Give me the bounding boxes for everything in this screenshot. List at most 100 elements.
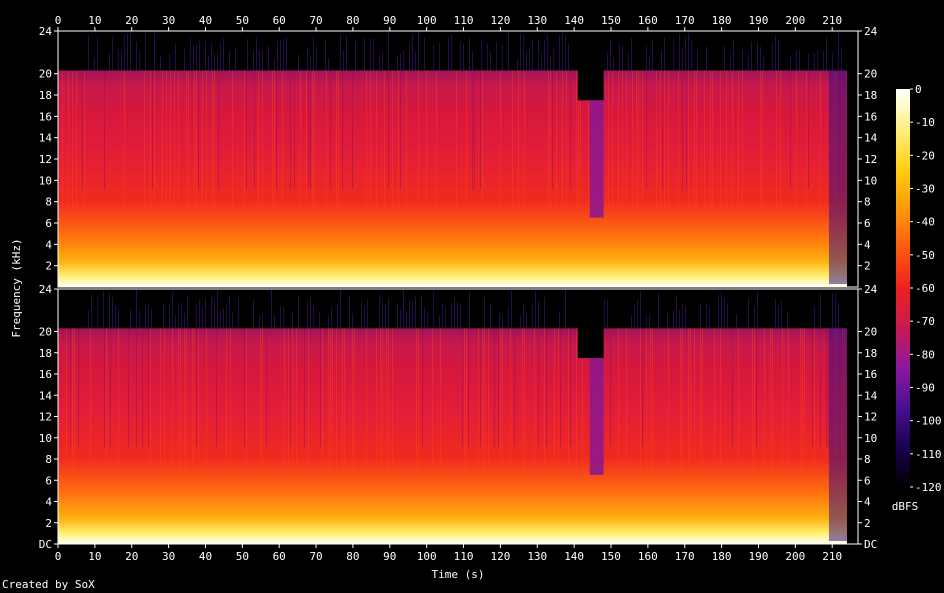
x-tick-label: 200: [785, 14, 805, 27]
colorbar-tick-label: -60: [915, 282, 935, 295]
y-tick-label: 18: [39, 89, 52, 102]
y-tick-label: 12: [864, 411, 877, 424]
x-tick-label: 30: [162, 550, 175, 563]
y-tick-label: 8: [45, 196, 52, 209]
y-tick-label: 6: [45, 474, 52, 487]
y-tick-label: 12: [864, 153, 877, 166]
colorbar-tick-label: 0: [915, 83, 922, 96]
y-tick-label: 8: [864, 196, 871, 209]
x-tick-label: 150: [601, 550, 621, 563]
colorbar-tick-label: -40: [915, 216, 935, 229]
colorbar-tick-label: -20: [915, 149, 935, 162]
x-tick-label: 20: [125, 550, 138, 563]
y-tick-label: 18: [864, 347, 877, 360]
x-tick-label: 0: [55, 14, 62, 27]
y-tick-label: 14: [864, 132, 878, 145]
colorbar-tick-label: -100: [915, 415, 942, 428]
x-tick-label: 100: [417, 14, 437, 27]
x-tick-label: 50: [236, 550, 249, 563]
footer-credit: Created by SoX: [2, 578, 95, 591]
x-tick-label: 150: [601, 14, 621, 27]
x-tick-label: 10: [88, 550, 101, 563]
y-tick-label: 2: [45, 260, 52, 273]
x-tick-label: 60: [273, 14, 286, 27]
x-tick-label: 40: [199, 14, 212, 27]
x-tick-label: 40: [199, 550, 212, 563]
x-tick-label: 190: [749, 550, 769, 563]
y-tick-label: DC: [864, 538, 877, 551]
x-tick-label: 170: [675, 14, 695, 27]
y-tick-label: 14: [864, 389, 878, 402]
x-tick-label: 110: [454, 14, 474, 27]
y-tick-label: 12: [39, 153, 52, 166]
y-tick-label: 20: [39, 326, 52, 339]
x-tick-label: 170: [675, 550, 695, 563]
y-tick-label: 20: [864, 68, 877, 81]
y-tick-label: 10: [39, 174, 52, 187]
colorbar-tick-label: -10: [915, 116, 935, 129]
x-tick-label: 160: [638, 14, 658, 27]
y-tick-label: 2: [864, 260, 871, 273]
x-tick-label: 120: [490, 14, 510, 27]
x-tick-label: 90: [383, 14, 396, 27]
y-tick-label: 24: [864, 25, 878, 38]
x-tick-label: 140: [564, 14, 584, 27]
colorbar-tick-label: -110: [915, 448, 942, 461]
y-tick-label: 4: [864, 238, 871, 251]
colorbar-tick-label: -30: [915, 183, 935, 196]
x-tick-label: 130: [527, 550, 547, 563]
colorbar-tick-label: -80: [915, 348, 935, 361]
x-tick-label: 100: [417, 550, 437, 563]
y-tick-label: 2: [45, 517, 52, 530]
y-axis-label: Frequency (kHz): [10, 238, 23, 337]
y-tick-label: 20: [864, 326, 877, 339]
y-tick-label: 24: [39, 283, 53, 296]
channel-2-spectrum: [58, 328, 847, 544]
x-tick-label: 20: [125, 14, 138, 27]
y-tick-label: 10: [864, 432, 877, 445]
y-tick-label: 4: [864, 496, 871, 509]
y-tick-label: DC: [39, 538, 52, 551]
channel-1-spectrum: [58, 70, 847, 287]
y-tick-label: 18: [864, 89, 877, 102]
x-tick-label: 10: [88, 14, 101, 27]
y-tick-label: 18: [39, 347, 52, 360]
y-tick-label: 6: [45, 217, 52, 230]
x-tick-label: 30: [162, 14, 175, 27]
y-tick-label: 6: [864, 217, 871, 230]
x-tick-label: 70: [309, 550, 322, 563]
y-tick-label: 20: [39, 68, 52, 81]
colorbar: [896, 89, 910, 487]
x-tick-label: 50: [236, 14, 249, 27]
x-tick-label: 70: [309, 14, 322, 27]
y-tick-label: 10: [39, 432, 52, 445]
x-tick-label: 210: [822, 550, 842, 563]
colorbar-tick-label: -70: [915, 315, 935, 328]
colorbar-tick-label: -120: [915, 481, 942, 494]
y-tick-label: 24: [39, 25, 53, 38]
x-tick-label: 0: [55, 550, 62, 563]
x-axis-label: Time (s): [432, 568, 485, 581]
colorbar-tick-label: -50: [915, 249, 935, 262]
x-tick-label: 180: [712, 14, 732, 27]
y-tick-label: 10: [864, 174, 877, 187]
x-tick-label: 180: [712, 550, 732, 563]
x-tick-label: 130: [527, 14, 547, 27]
y-tick-label: 16: [39, 368, 52, 381]
y-tick-label: 16: [864, 368, 877, 381]
x-tick-label: 110: [454, 550, 474, 563]
x-tick-label: 80: [346, 14, 359, 27]
x-tick-label: 90: [383, 550, 396, 563]
y-tick-label: 24: [864, 283, 878, 296]
y-tick-label: 16: [39, 110, 52, 123]
y-tick-label: 14: [39, 389, 53, 402]
colorbar-label: dBFS: [892, 500, 919, 513]
x-tick-label: 210: [822, 14, 842, 27]
y-tick-label: 2: [864, 517, 871, 530]
x-tick-label: 190: [749, 14, 769, 27]
x-tick-label: 80: [346, 550, 359, 563]
x-tick-label: 140: [564, 550, 584, 563]
x-tick-label: 160: [638, 550, 658, 563]
